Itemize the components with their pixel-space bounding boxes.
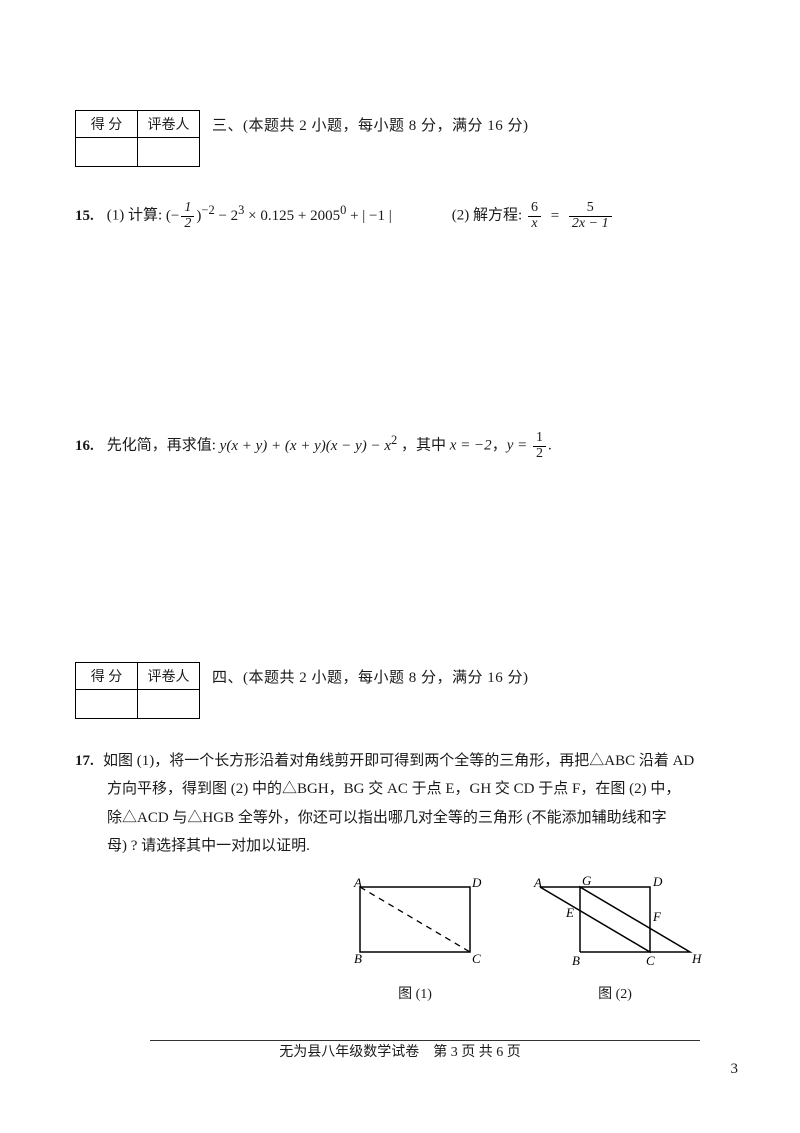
figure-2-svg: A D C B G H E F [520,875,710,970]
q16-mid: ，其中 [401,438,450,454]
page: 得 分 评卷人 三、(本题共 2 小题，每小题 8 分，满分 16 分) 15.… [0,0,800,1133]
score-box-col-score: 得 分 [76,662,138,689]
q16-period: . [548,438,552,454]
q16-label: 先化简，再求值: [107,438,220,454]
score-box-4: 得 分 评卷人 [75,662,200,719]
q17-line1: 如图 (1)，将一个长方形沿着对角线剪开即可得到两个全等的三角形，再把△ABC … [103,753,694,769]
svg-text:A: A [353,875,362,890]
svg-text:D: D [652,875,663,889]
q15-p2-expr: 6x = 52x − 1 [526,208,614,224]
q17-number: 17. [75,747,103,776]
section-3-title: 三、(本题共 2 小题，每小题 8 分，满分 16 分) [212,110,529,135]
q15-p2-label: (2) 解方程: [452,208,522,224]
svg-text:C: C [472,951,481,966]
svg-text:B: B [354,951,362,966]
svg-text:A: A [533,875,542,890]
figure-1-label: 图 (1) [340,982,490,1009]
score-box-blank [138,689,200,718]
figure-2: A D C B G H E F 图 (2) [520,875,710,1009]
q17-line4: 母) ? 请选择其中一对加以证明. [107,832,740,861]
q16-sep: ， [492,438,507,454]
q17-figures: A D B C 图 (1) A D C B G [75,875,740,1009]
q15-p1-expr: (−12)−2 − 23 × 0.125 + 20050 + | −1 | [166,208,392,224]
q17-line3: 除△ACD 与△HGB 全等外，你还可以指出哪几对全等的三角形 (不能添加辅助线… [107,804,740,833]
q16-number: 16. [75,438,103,455]
svg-text:E: E [565,905,574,920]
q17-line2: 方向平移，得到图 (2) 中的△BGH，BG 交 AC 于点 E，GH 交 CD… [107,775,740,804]
q16-x: x = −2 [450,438,492,454]
svg-text:H: H [691,951,702,966]
question-17: 17.如图 (1)，将一个长方形沿着对角线剪开即可得到两个全等的三角形，再把△A… [75,747,740,1009]
svg-text:B: B [572,953,580,968]
footer-text: 无为县八年级数学试卷 第 3 页 共 6 页 [200,1037,600,1061]
section-4-header: 得 分 评卷人 四、(本题共 2 小题，每小题 8 分，满分 16 分) [75,662,740,719]
score-box-blank [76,138,138,167]
question-16: 16. 先化简，再求值: y(x + y) + (x + y)(x − y) −… [75,431,740,461]
q16-y-pre: y = [507,438,531,454]
svg-text:G: G [582,875,592,888]
section-3-header: 得 分 评卷人 三、(本题共 2 小题，每小题 8 分，满分 16 分) [75,110,740,167]
score-box-blank [138,138,200,167]
corner-page-number: 3 [731,1061,739,1078]
q15-p1-label: (1) 计算: [107,208,162,224]
figure-2-label: 图 (2) [520,982,710,1009]
svg-text:D: D [471,875,482,890]
figure-1-svg: A D B C [340,875,490,970]
score-box-col-grader: 评卷人 [138,111,200,138]
score-box-col-score: 得 分 [76,111,138,138]
svg-text:C: C [646,953,655,968]
score-box-col-grader: 评卷人 [138,662,200,689]
figure-1: A D B C 图 (1) [340,875,490,1009]
score-box-3: 得 分 评卷人 [75,110,200,167]
question-15: 15. (1) 计算: (−12)−2 − 23 × 0.125 + 20050… [75,201,740,231]
q15-number: 15. [75,208,103,225]
q16-expr: y(x + y) + (x + y)(x − y) − x2 [220,438,401,454]
score-box-blank [76,689,138,718]
svg-text:F: F [652,909,662,924]
section-4-title: 四、(本题共 2 小题，每小题 8 分，满分 16 分) [212,662,529,687]
